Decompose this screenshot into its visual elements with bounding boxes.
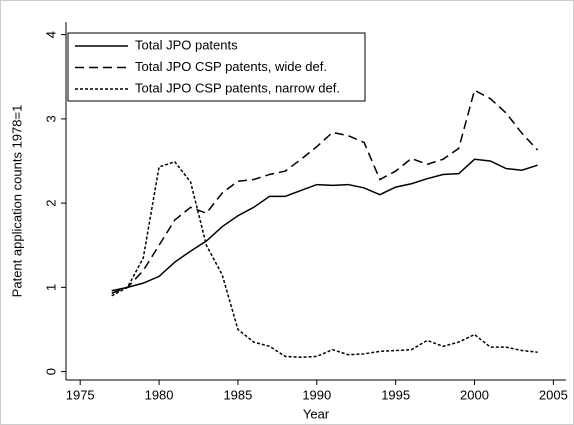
- data-line: [111, 158, 538, 292]
- x-tick-label: 1985: [223, 387, 252, 402]
- x-tick-label: 1980: [145, 387, 174, 402]
- data-line: [111, 160, 538, 359]
- y-tick-label: 4: [43, 31, 58, 38]
- x-tick-label: 2005: [539, 387, 568, 402]
- legend-label: Total JPO CSP patents, narrow def.: [135, 80, 340, 95]
- y-tick-label: 0: [43, 368, 58, 375]
- x-axis-title: Year: [303, 406, 330, 421]
- y-tick-label: 3: [43, 115, 58, 122]
- legend-label: Total JPO patents: [135, 37, 238, 52]
- x-tick-label: 1995: [381, 387, 410, 402]
- y-tick-label: 1: [43, 284, 58, 291]
- x-tick-label: 1975: [66, 387, 95, 402]
- y-tick-label: 2: [43, 199, 58, 206]
- x-tick-label: 2000: [460, 387, 489, 402]
- y-axis-title: Patent application counts 1978=1: [9, 105, 24, 298]
- x-tick-label: 1990: [302, 387, 331, 402]
- legend-label: Total JPO CSP patents, wide def.: [135, 59, 327, 74]
- data-line: [111, 89, 539, 294]
